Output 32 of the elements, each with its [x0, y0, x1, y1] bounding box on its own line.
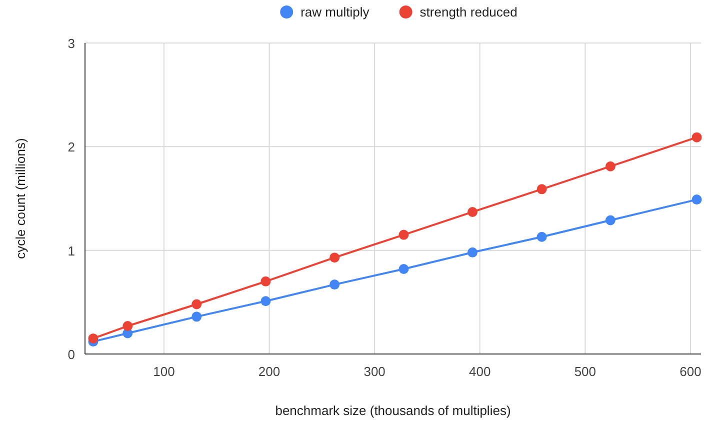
point: [398, 264, 409, 274]
legend-label: raw multiply: [300, 4, 370, 20]
y-tick-label: 1: [68, 243, 75, 258]
x-axis-title: benchmark size (thousands of multiplies): [275, 403, 511, 418]
point: [605, 215, 616, 226]
point: [692, 194, 702, 205]
x-tick-label: 400: [469, 364, 491, 379]
point: [330, 252, 340, 263]
y-tick-label: 0: [68, 347, 75, 362]
x-tick-label: 600: [680, 364, 702, 379]
legend-label: strength reduced: [420, 4, 518, 20]
point: [192, 299, 202, 310]
point: [536, 184, 547, 194]
x-tick-label: 100: [153, 364, 175, 379]
y-tick-label: 3: [68, 36, 75, 51]
point: [330, 280, 340, 290]
point: [605, 161, 616, 172]
y-tick-label: 2: [68, 140, 75, 155]
point: [468, 247, 478, 258]
point: [468, 206, 478, 217]
y-axis-title: cycle count (millions): [13, 138, 28, 259]
point: [122, 321, 133, 332]
point: [88, 333, 98, 344]
point: [692, 132, 702, 142]
x-tick-label: 300: [364, 364, 386, 379]
point: [192, 312, 202, 322]
point: [260, 276, 271, 286]
point: [260, 296, 271, 306]
x-tick-label: 200: [258, 364, 280, 379]
x-tick-label: 500: [574, 364, 596, 379]
point: [398, 230, 409, 240]
point: [536, 232, 547, 242]
